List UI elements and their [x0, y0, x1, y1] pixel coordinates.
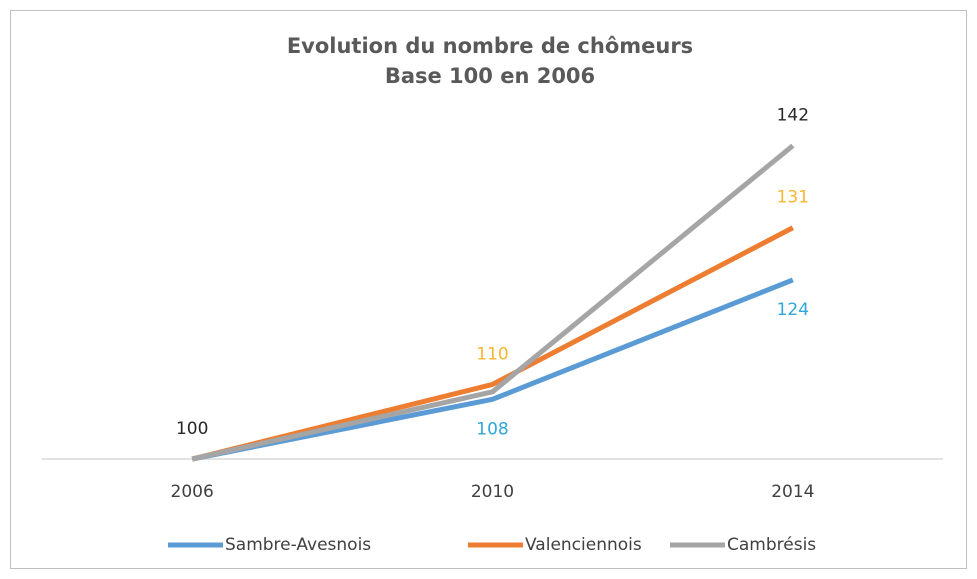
chart-border [10, 10, 967, 569]
legend-label: Cambrésis [727, 535, 816, 555]
series-line [191, 143, 795, 462]
x-tick-label: 2010 [471, 482, 514, 502]
data-label: 108 [476, 419, 508, 439]
data-label: 142 [777, 106, 809, 126]
legend-label: Sambre-Avesnois [225, 535, 371, 555]
data-label: 110 [476, 344, 508, 364]
chart-subtitle: Base 100 en 2006 [385, 64, 595, 88]
data-label: 131 [777, 188, 809, 208]
chart-title: Evolution du nombre de chômeurs [287, 34, 693, 58]
x-tick-label: 2006 [171, 482, 214, 502]
legend-label: Valenciennois [525, 535, 642, 555]
data-label: 100 [176, 419, 208, 439]
data-label: 124 [777, 300, 809, 320]
x-tick-label: 2014 [771, 482, 814, 502]
